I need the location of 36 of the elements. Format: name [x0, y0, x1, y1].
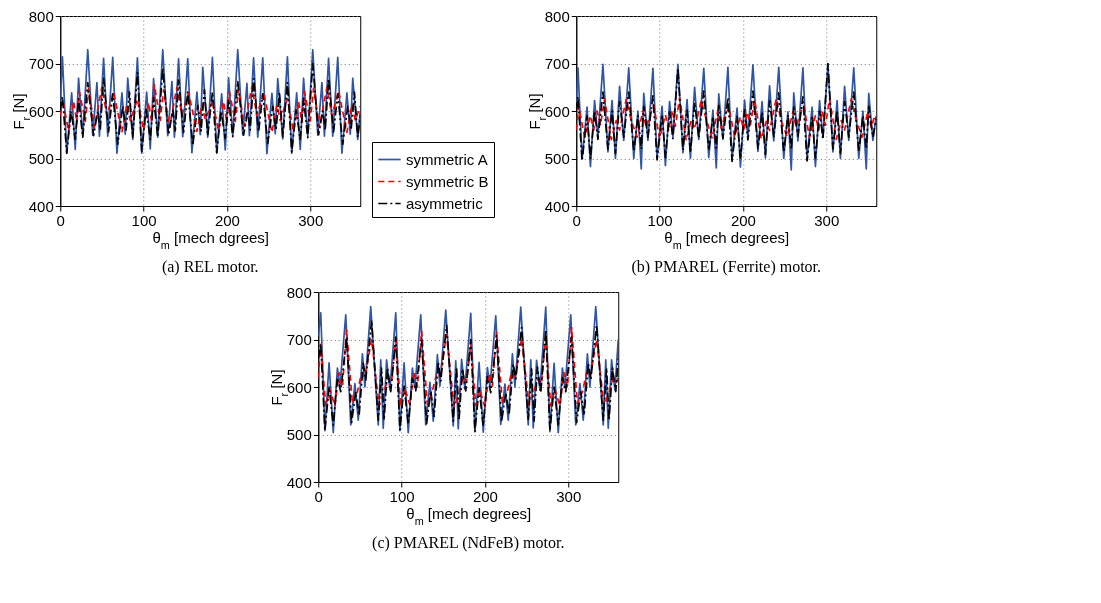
legend-label: symmetric A: [406, 150, 488, 168]
x-tick-label: 0: [56, 211, 65, 229]
y-tick-label: 500: [544, 150, 570, 167]
y-tick-label: 500: [28, 150, 54, 167]
legend-label: symmetric B: [406, 172, 489, 190]
x-tick-label: 100: [647, 211, 673, 229]
text: (b) PMAREL (Ferrite) motor.: [631, 258, 822, 276]
line-series: [576, 96, 877, 142]
legend-label: asymmetric: [406, 194, 484, 212]
x-tick-label: 300: [814, 211, 840, 229]
y-tick-label: 800: [28, 7, 54, 25]
y-tick-label: 400: [28, 197, 54, 215]
text: (a) REL motor.: [161, 258, 259, 276]
y-tick-label: 800: [544, 7, 570, 25]
y-tick-label: 700: [28, 55, 54, 72]
y-tick-label: 800: [286, 283, 312, 301]
x-tick-label: 0: [572, 211, 581, 229]
x-tick-label: 200: [472, 487, 498, 505]
x-axis-title: θ$_{m}$ [mech degrees]: [664, 228, 790, 251]
x-tick-label: 0: [314, 487, 323, 505]
y-tick-label: 700: [286, 331, 312, 348]
y-tick-label: 400: [286, 473, 312, 491]
line-series: [60, 84, 361, 134]
text: (c) PMAREL (NdFeB) motor.: [372, 534, 565, 552]
x-tick-label: 200: [730, 211, 756, 229]
x-axis-title: θ$_{m}$ [mech degrees]: [406, 504, 532, 527]
x-tick-label: 100: [389, 487, 415, 505]
x-tick-label: 200: [214, 211, 240, 229]
line-series: [318, 326, 619, 408]
x-axis-title: θ$_{m}$ [mech dgrees]: [152, 228, 270, 251]
y-tick-label: 500: [286, 426, 312, 443]
y-tick-label: 400: [544, 197, 570, 215]
x-tick-label: 100: [131, 211, 157, 229]
x-tick-label: 300: [298, 211, 324, 229]
x-tick-label: 300: [556, 487, 582, 505]
y-tick-label: 700: [544, 55, 570, 72]
